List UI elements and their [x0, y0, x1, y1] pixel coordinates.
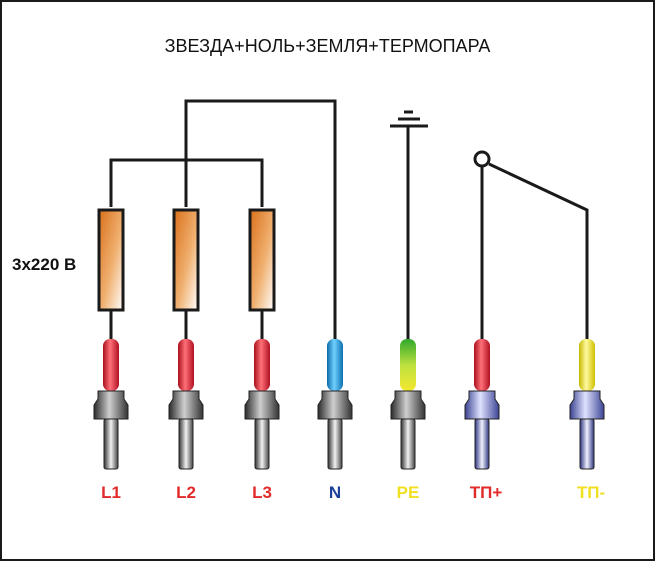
wires [109, 99, 589, 339]
terminal-label-l2: L2 [176, 483, 196, 502]
terminal-label-l3: L3 [252, 483, 272, 502]
neutral-wire [184, 99, 337, 339]
diagram-title: ЗВЕЗДА+НОЛЬ+ЗЕМЛЯ+ТЕРМОПАРА [164, 36, 491, 56]
voltage-label: 3x220 В [12, 255, 77, 274]
terminal-l3 [244, 339, 280, 470]
terminal-tp-plus [464, 339, 500, 470]
heaters [97, 208, 276, 312]
terminal-n [317, 339, 353, 470]
terminal-l1 [93, 339, 129, 470]
terminal-label-tp-minus: ТП- [576, 483, 606, 502]
heater-l2 [172, 208, 200, 312]
heater-l1 [97, 208, 125, 312]
terminal-label-pe: PE [396, 483, 420, 502]
terminal-tp-minus [569, 339, 605, 470]
thermocouple-junction-icon [473, 150, 491, 168]
tp-minus-wire [488, 162, 589, 339]
terminal-pe [390, 339, 426, 470]
terminal-l2 [168, 339, 204, 470]
terminal-label-l1: L1 [101, 483, 121, 502]
heater-l3 [248, 208, 276, 312]
ground-icon [390, 110, 428, 128]
terminal-label-n: N [328, 483, 342, 502]
terminal-label-tp-plus: ТП+ [469, 483, 503, 502]
